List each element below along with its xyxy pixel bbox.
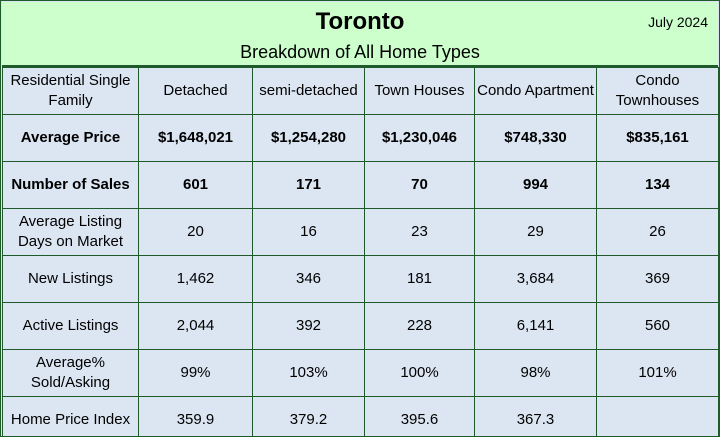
- table-cell: 98%: [474, 349, 597, 397]
- table-cell: 100%: [364, 349, 475, 397]
- table-cell: 359.9: [138, 396, 253, 436]
- table-row: Active Listings 2,044 392 228 6,141 560: [2, 302, 719, 350]
- column-header-semi-detached: semi-detached: [252, 67, 365, 115]
- table-cell: 6,141: [474, 302, 597, 350]
- table-cell: 26: [596, 208, 719, 256]
- table-cell: $748,330: [474, 114, 597, 162]
- table-cell: 171: [252, 161, 365, 209]
- table-row: New Listings 1,462 346 181 3,684 369: [2, 255, 719, 303]
- table-cell: [596, 396, 719, 436]
- table-cell: 994: [474, 161, 597, 209]
- table-cell: $1,254,280: [252, 114, 365, 162]
- report-subtitle: Breakdown of All Home Types: [240, 42, 480, 62]
- table-cell: 20: [138, 208, 253, 256]
- table-header-row: Residential Single Family Detached semi-…: [2, 67, 719, 115]
- row-label: Active Listings: [2, 302, 139, 350]
- table-cell: 369: [596, 255, 719, 303]
- table-cell: $835,161: [596, 114, 719, 162]
- table-cell: 181: [364, 255, 475, 303]
- row-label: Average% Sold/Asking: [2, 349, 139, 397]
- row-label: Home Price Index: [2, 396, 139, 436]
- table-cell: 23: [364, 208, 475, 256]
- table-cell: 379.2: [252, 396, 365, 436]
- table-cell: 228: [364, 302, 475, 350]
- table-cell: 16: [252, 208, 365, 256]
- column-header-residential-single-family: Residential Single Family: [2, 67, 139, 115]
- table-row: Number of Sales 601 171 70 994 134: [2, 161, 719, 209]
- table-row: Average Price $1,648,021 $1,254,280 $1,230,…: [2, 114, 719, 162]
- report-header: Toronto Breakdown of All Home Types July…: [2, 2, 718, 67]
- table-cell: 392: [252, 302, 365, 350]
- report-date: July 2024: [648, 14, 708, 30]
- table-cell: 560: [596, 302, 719, 350]
- table-cell: 367.3: [474, 396, 597, 436]
- table-cell: 2,044: [138, 302, 253, 350]
- row-label: New Listings: [2, 255, 139, 303]
- row-label: Average Listing Days on Market: [2, 208, 139, 256]
- table-cell: $1,648,021: [138, 114, 253, 162]
- table-cell: 103%: [252, 349, 365, 397]
- column-header-condo-apartment: Condo Apartment: [474, 67, 597, 115]
- table-row: Home Price Index 359.9 379.2 395.6 367.3: [2, 396, 719, 436]
- table-cell: 99%: [138, 349, 253, 397]
- table-cell: 70: [364, 161, 475, 209]
- table-cell: 1,462: [138, 255, 253, 303]
- column-header-town-houses: Town Houses: [364, 67, 475, 115]
- table-cell: $1,230,046: [364, 114, 475, 162]
- home-types-table: Residential Single Family Detached semi-…: [2, 67, 719, 436]
- table-cell: 29: [474, 208, 597, 256]
- report-title: Toronto: [315, 8, 405, 35]
- table-cell: 601: [138, 161, 253, 209]
- row-label: Number of Sales: [2, 161, 139, 209]
- row-label: Average Price: [2, 114, 139, 162]
- column-header-condo-townhouses: Condo Townhouses: [596, 67, 719, 115]
- table-cell: 134: [596, 161, 719, 209]
- column-header-detached: Detached: [138, 67, 253, 115]
- table-row: Average Listing Days on Market 20 16 23 29 26: [2, 208, 719, 256]
- table-cell: 101%: [596, 349, 719, 397]
- table-cell: 3,684: [474, 255, 597, 303]
- table-row: Average% Sold/Asking 99% 103% 100% 98% 101%: [2, 349, 719, 397]
- table-cell: 346: [252, 255, 365, 303]
- table-cell: 395.6: [364, 396, 475, 436]
